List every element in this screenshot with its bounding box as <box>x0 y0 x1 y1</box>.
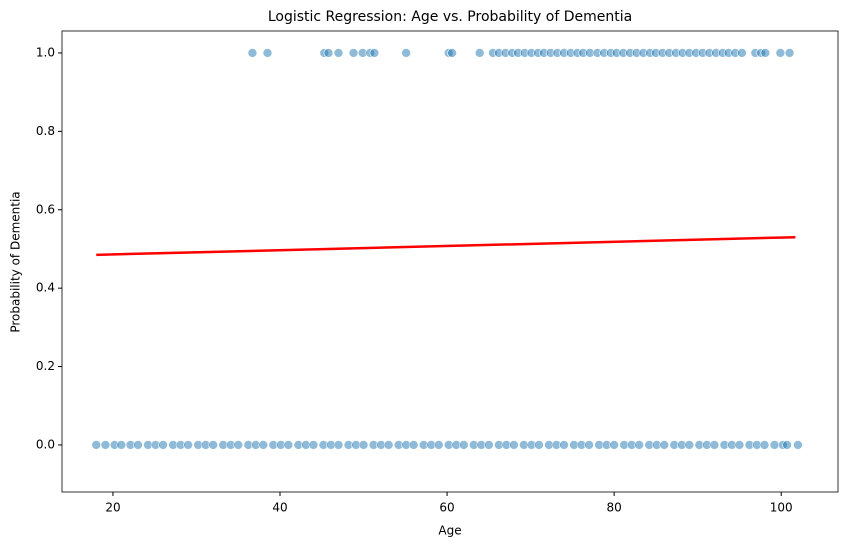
point <box>769 440 780 450</box>
point <box>737 48 747 58</box>
point <box>784 48 795 58</box>
point <box>401 48 411 58</box>
point <box>133 440 143 450</box>
x-tick-label: 40 <box>272 501 287 515</box>
point <box>408 440 419 450</box>
point <box>333 440 344 450</box>
y-tick-label: 0.8 <box>36 124 55 138</box>
point <box>458 440 469 450</box>
y-tick-label: 1.0 <box>36 45 55 59</box>
x-tick-label: 20 <box>105 501 120 515</box>
point <box>258 440 269 450</box>
point <box>308 440 319 450</box>
point <box>559 440 569 450</box>
y-tick-label: 0.6 <box>36 202 55 216</box>
x-tick-label: 80 <box>606 501 621 515</box>
chart-title: Logistic Regression: Age vs. Probability… <box>268 9 632 25</box>
y-axis-label: Probability of Dementia <box>9 191 23 332</box>
point <box>208 440 218 450</box>
point <box>91 440 102 450</box>
point <box>369 48 380 58</box>
x-tick-label: 100 <box>770 501 793 515</box>
point <box>116 440 127 450</box>
point <box>609 440 619 450</box>
point <box>659 440 670 450</box>
point <box>534 440 544 450</box>
point <box>183 440 193 450</box>
point <box>775 48 786 58</box>
point <box>684 440 695 450</box>
point <box>793 440 803 450</box>
point <box>323 48 334 58</box>
x-axis-label: Age <box>438 524 461 538</box>
point <box>634 440 644 450</box>
point <box>383 440 394 450</box>
point <box>584 440 594 450</box>
y-tick-label: 0.0 <box>36 437 55 451</box>
point <box>509 440 519 450</box>
point <box>262 48 273 58</box>
point <box>474 48 485 58</box>
point <box>348 48 359 58</box>
point <box>333 48 344 58</box>
point <box>759 440 770 450</box>
point <box>358 440 369 450</box>
point <box>433 440 444 450</box>
point <box>760 48 771 58</box>
point <box>247 48 258 58</box>
point <box>100 440 111 450</box>
point <box>709 440 720 450</box>
point <box>233 440 244 450</box>
y-tick-label: 0.2 <box>36 359 55 373</box>
point <box>283 440 294 450</box>
x-tick-label: 60 <box>439 501 454 515</box>
point <box>447 48 457 58</box>
point <box>734 440 745 450</box>
point <box>484 440 494 450</box>
point <box>782 440 792 450</box>
point <box>158 440 168 450</box>
plot-frame <box>61 30 839 493</box>
regression-line <box>96 235 796 257</box>
y-tick-label: 0.4 <box>36 281 55 295</box>
